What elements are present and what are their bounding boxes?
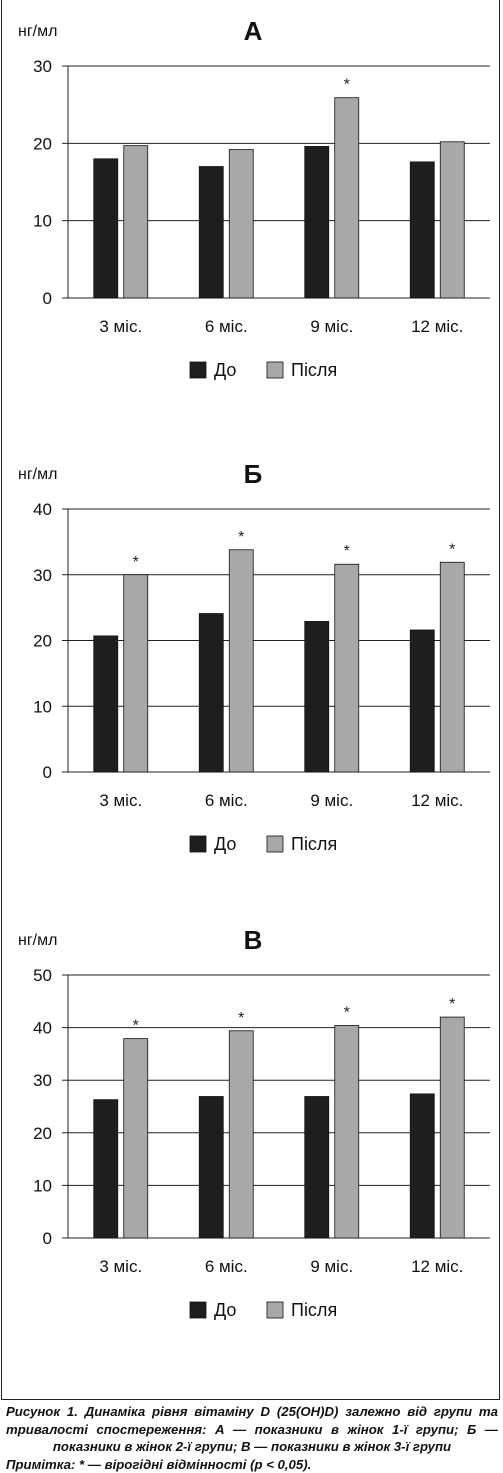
x-tick-label: 12 міс. [411,1257,463,1276]
significance-marker: * [344,1004,350,1021]
y-tick-label: 50 [33,966,52,985]
y-tick-label: 20 [33,1124,52,1143]
caption-main: Рисунок 1. Динаміка рівня вітаміну D (25… [6,1403,498,1456]
legend-label-after: Після [291,1300,337,1320]
legend-swatch-before [190,1302,206,1318]
bar-before [410,1094,434,1238]
bar-after [229,1031,253,1238]
chart-title: В [244,925,263,955]
legend-label-before: До [214,1300,236,1320]
bar-before [305,1097,329,1238]
y-tick-label: 10 [33,1176,52,1195]
significance-marker: * [238,1010,244,1027]
chart-v: Внг/мл 0 10 20 30 40 50 * 3 міс. * 6 міс. * 9 міс. * 1… [0,0,503,1340]
y-axis-unit-label: нг/мл [18,932,57,949]
legend-swatch-after [267,1302,283,1318]
bar-after [440,1017,464,1238]
bar-before [199,1097,223,1238]
figure-caption: Рисунок 1. Динаміка рівня вітаміну D (25… [6,1403,498,1473]
x-tick-label: 6 міс. [205,1257,248,1276]
y-tick-label: 30 [33,1071,52,1090]
y-tick-label: 40 [33,1019,52,1038]
bar-after [335,1025,359,1238]
bar-before [94,1100,118,1238]
significance-marker: * [133,1018,139,1035]
significance-marker: * [449,996,455,1013]
caption-note: Примітка: * — вірогідні відмінності (p <… [6,1456,498,1473]
x-tick-label: 3 міс. [99,1257,142,1276]
x-tick-label: 9 міс. [310,1257,353,1276]
y-tick-label: 0 [43,1229,52,1248]
bar-after [124,1039,148,1238]
